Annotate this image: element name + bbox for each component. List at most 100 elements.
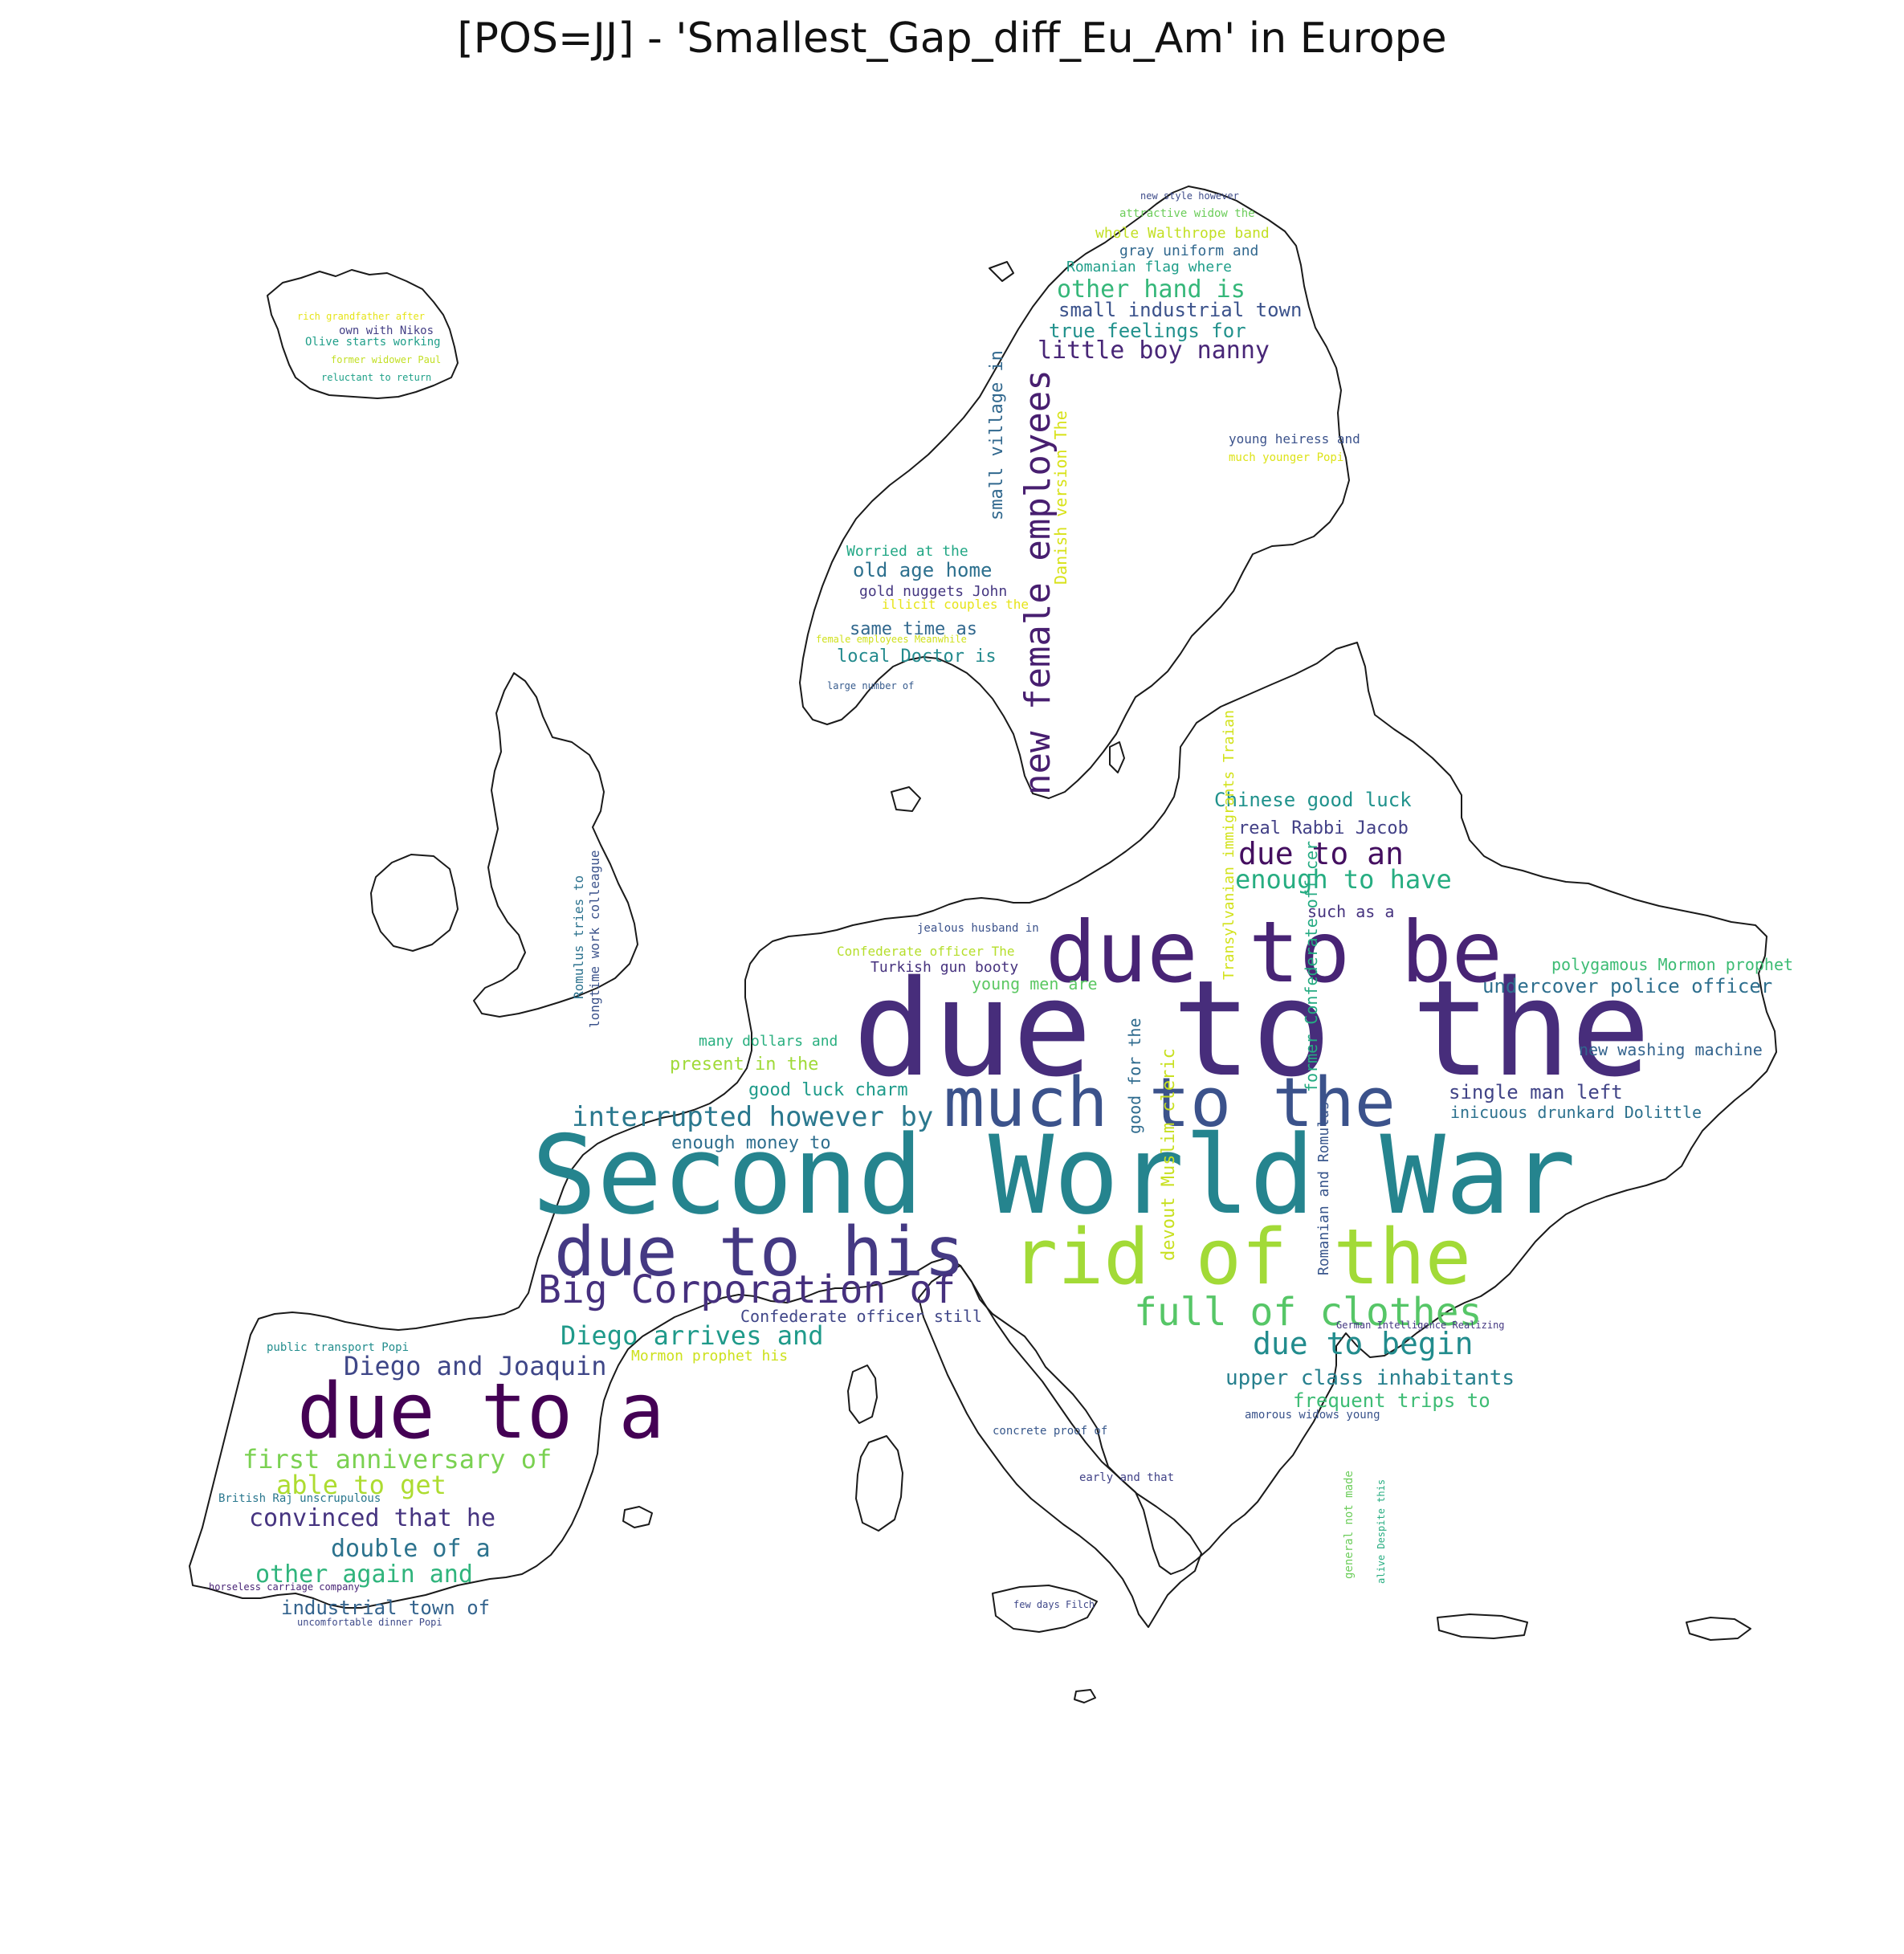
word-large-number-of: large number of [827, 680, 914, 691]
word-new-female-employees: new female employees [1017, 369, 1058, 795]
word-small-industrial-town: small industrial town [1058, 299, 1302, 321]
word-interrupted-however-by: interrupted however by [572, 1101, 933, 1133]
word-double-of-a: double of a [331, 1535, 491, 1563]
word-polygamous-mormon-prophet: polygamous Mormon prophet [1551, 955, 1793, 974]
balearic-outline [622, 1506, 653, 1528]
gotland-outline [1109, 741, 1125, 773]
word-due-to-be: due to be [1046, 904, 1502, 1001]
word-diego-arrives-and: Diego arrives and [561, 1320, 824, 1351]
word-undercover-police-officer: undercover police officer [1482, 975, 1772, 997]
word-upper-class-inhabitants: upper class inhabitants [1225, 1366, 1515, 1390]
word-few-days-filch: few days Filch [1013, 1599, 1095, 1610]
word-former-confederate-officer: former Confederate officer [1302, 841, 1321, 1092]
word-uncomfortable-dinner-popi: uncomfortable dinner Popi [297, 1617, 442, 1628]
word-early-and-that: early and that [1079, 1471, 1174, 1484]
word-gray-uniform-and: gray uniform and [1119, 243, 1258, 259]
word-alive-despite-this: alive Despite this [1376, 1479, 1387, 1584]
crete-outline [1437, 1613, 1528, 1639]
word-first-anniversary-of: first anniversary of [243, 1444, 552, 1475]
word-same-time-as: same time as [850, 619, 977, 639]
word-romanian-and-romulus: Romanian and Romulus [1315, 1101, 1332, 1275]
word-present-in-the: present in the [670, 1055, 818, 1075]
word-good-for-the: good for the [1125, 1018, 1144, 1135]
word-much-to-the: much to the [944, 1063, 1396, 1143]
ireland-outline [370, 854, 459, 952]
word-gold-nuggets-john: gold nuggets John [859, 583, 1007, 600]
word-small-village-in: small village in [987, 350, 1007, 520]
word-romulus-tries-to: Romulus tries to [571, 875, 586, 999]
word-own-with-nikos: own with Nikos [339, 324, 434, 337]
word-rich-grandfather-after: rich grandfather after [297, 311, 425, 322]
word-old-age-home: old age home [853, 559, 992, 581]
word-british-raj-unscrupulous: British Raj unscrupulous [218, 1492, 381, 1505]
word-single-man-left: single man left [1449, 1081, 1623, 1103]
word-other-again-and: other again and [255, 1560, 473, 1589]
corsica-outline [847, 1365, 878, 1424]
word-convinced-that-he: convinced that he [249, 1504, 495, 1532]
malta-outline [1074, 1689, 1096, 1703]
word-industrial-town-of: industrial town of [281, 1597, 490, 1619]
word-frequent-trips-to: frequent trips to [1293, 1389, 1490, 1412]
word-due-to-an: due to an [1238, 836, 1404, 871]
word-local-doctor-is: local Doctor is [837, 647, 997, 667]
word-big-corporation-of: Big Corporation of [538, 1267, 956, 1312]
word-public-transport-popi: public transport Popi [267, 1341, 409, 1354]
word-young-heiress-and: young heiress and [1229, 431, 1360, 447]
word-jealous-husband-in: jealous husband in [917, 922, 1039, 935]
word-such-as-a: such as a [1307, 902, 1394, 921]
great-britain-outline [473, 672, 638, 1018]
word-female-employees-meanwhile: female employees Meanwhile [816, 634, 967, 645]
scandinavia-outline [799, 186, 1350, 799]
word-worried-at-the: Worried at the [846, 543, 968, 560]
word-devout-muslim-cleric: devout Muslim cleric [1159, 1048, 1179, 1261]
word-confederate-officer-the: Confederate officer The [837, 944, 1015, 959]
svalbard-fragment-outline [989, 261, 1014, 282]
word-transylvanian-immigrants-traian: Transylvanian immigrants Traian [1221, 710, 1237, 980]
word-rid-of-the: rid of the [1012, 1214, 1471, 1302]
word-much-younger-popi: much younger Popi [1229, 451, 1343, 464]
cyprus-outline [1686, 1617, 1751, 1641]
word-due-to-the: due to the [853, 952, 1650, 1106]
word-romanian-flag-where: Romanian flag where [1066, 259, 1232, 275]
word-little-boy-nanny: little boy nanny [1038, 337, 1270, 365]
word-whole-walthrope-band: whole Walthrope band [1095, 225, 1270, 242]
word-inicuous-drunkard-dolittle: inicuous drunkard Dolittle [1450, 1103, 1702, 1122]
word-amorous-widows-young: amorous widows young [1245, 1409, 1380, 1422]
chart-title: [POS=JJ] - 'Smallest_Gap_diff_Eu_Am' in … [457, 14, 1447, 63]
mainland-europe-outline [189, 642, 1777, 1609]
word-due-to-his: due to his [554, 1213, 965, 1292]
word-good-luck-charm: good luck charm [748, 1080, 908, 1100]
danish-islands-outline [891, 786, 921, 812]
word-enough-money-to: enough money to [671, 1133, 831, 1153]
word-reluctant-to-return: reluctant to return [321, 372, 431, 383]
word-illicit-couples-the: illicit couples the [882, 597, 1029, 612]
word-general-not-made: general not made [1343, 1471, 1356, 1579]
word-due-to-begin: due to begin [1253, 1326, 1474, 1361]
word-horseless-carriage-company: horseless carriage company [209, 1581, 360, 1593]
word-diego-and-joaquin: Diego and Joaquin [344, 1351, 607, 1381]
word-new-washing-machine: new washing machine [1579, 1040, 1763, 1059]
word-able-to-get: able to get [276, 1470, 446, 1500]
word-attractive-widow-the: attractive widow the [1119, 207, 1255, 220]
word-turkish-gun-booty: Turkish gun booty [870, 959, 1018, 976]
word-many-dollars-and: many dollars and [699, 1033, 838, 1050]
word-former-widower-paul: former widower Paul [331, 354, 441, 365]
word-german-intelligence-realizing: German Intelligence Realizing [1336, 1320, 1505, 1331]
word-full-of-clothes: full of clothes [1134, 1290, 1482, 1335]
word-other-hand-is: other hand is [1057, 275, 1246, 304]
word-chinese-good-luck: Chinese good luck [1214, 789, 1412, 811]
word-due-to-a: due to a [297, 1368, 665, 1456]
sicily-outline [992, 1585, 1098, 1633]
word-concrete-proof-of: concrete proof of [993, 1425, 1107, 1438]
word-mormon-prophet-his: Mormon prophet his [631, 1348, 788, 1365]
word-enough-to-have: enough to have [1235, 864, 1452, 895]
word-real-rabbi-jacob: real Rabbi Jacob [1238, 818, 1409, 838]
word-young-men-are: young men are [972, 974, 1098, 993]
word-new-style-however: new style however [1140, 190, 1239, 202]
word-longtime-work-colleague: longtime work colleague [587, 850, 602, 1028]
word-danish-version-the: Danish version The [1051, 410, 1070, 585]
italy-outline [918, 1265, 1202, 1628]
word-olive-starts-working: Olive starts working [305, 336, 441, 349]
